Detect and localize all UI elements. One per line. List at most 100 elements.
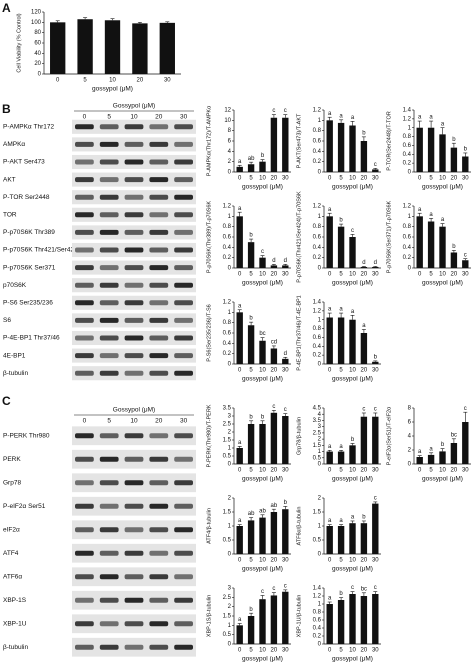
bar [282, 117, 289, 172]
x-tick-label: 0 [328, 558, 332, 564]
bar [259, 599, 266, 644]
blot-band [149, 644, 169, 650]
lane-label: 20 [155, 418, 163, 425]
significance-letter: b [249, 414, 253, 420]
y-tick-label: 3 [228, 586, 232, 592]
y-tick-label: 2 [318, 496, 322, 502]
y-tick-label: 0 [318, 462, 322, 468]
x-tick-label: 5 [339, 272, 343, 278]
x-tick-label: 20 [271, 176, 278, 182]
blot-band [124, 353, 144, 359]
x-tick-label: 30 [282, 558, 289, 564]
bar [282, 591, 289, 644]
blot-band [174, 574, 193, 580]
blot-row-label: XBP-1S [3, 597, 27, 604]
y-tick-label: 80 [34, 30, 41, 36]
x-tick-label: 30 [282, 468, 289, 474]
bar [372, 266, 379, 268]
significance-letter: a [362, 323, 366, 329]
significance-letter: d [362, 260, 365, 266]
significance-letter: a [238, 206, 242, 212]
x-tick-label: 20 [451, 176, 458, 182]
blot-band [75, 353, 94, 359]
x-axis-label: gossypol (μM) [332, 280, 373, 287]
blot-band [75, 300, 94, 306]
blot-row-label: P-p70S6K Thr389 [3, 229, 55, 236]
blot-band [149, 574, 169, 580]
y-tick-label: 4.5 [313, 406, 322, 412]
x-tick-label: 10 [439, 272, 446, 278]
x-tick-label: 10 [349, 558, 356, 564]
bar [270, 348, 278, 364]
bar [372, 361, 379, 364]
x-tick-label: 0 [56, 78, 60, 84]
significance-letter: ab [248, 156, 255, 162]
blot-row-label: P-p70S6K Ser371 [3, 264, 56, 271]
significance-letter: a [238, 440, 242, 446]
x-tick-label: 0 [238, 368, 242, 374]
x-tick-label: 20 [361, 368, 368, 374]
y-tick-label: 0 [228, 170, 232, 176]
blot-band [75, 574, 94, 580]
bar [247, 520, 255, 554]
blot-band [174, 370, 193, 376]
x-axis-label: gossypol (μM) [242, 656, 283, 663]
bar [360, 596, 368, 644]
significance-letter: a [238, 303, 242, 309]
significance-letter: b [441, 442, 445, 448]
y-tick-label: 2 [408, 448, 412, 454]
blot-band [99, 597, 119, 603]
blot-band [99, 456, 119, 462]
y-tick-label: 0 [408, 266, 412, 272]
significance-letter: a [328, 518, 332, 524]
x-tick-label: 10 [259, 468, 266, 474]
significance-letter: ab [259, 508, 266, 514]
x-tick-label: 20 [271, 368, 278, 374]
significance-letter: c [374, 495, 377, 501]
blot-band [75, 265, 94, 271]
y-tick-label: 0.2 [313, 159, 322, 165]
blot-band [174, 247, 193, 253]
bar [236, 166, 243, 172]
bar [439, 134, 446, 172]
x-tick-label: 0 [238, 648, 242, 654]
blot-band [149, 177, 169, 183]
significance-letter: c [284, 108, 287, 114]
significance-letter: c [284, 407, 287, 413]
lane-label: 10 [130, 114, 138, 121]
x-tick-label: 20 [271, 272, 278, 278]
significance-letter: a [238, 617, 242, 623]
blot-band [99, 177, 119, 183]
x-axis-label: gossypol (μM) [242, 184, 283, 191]
significance-letter: b [362, 515, 366, 521]
x-tick-label: 10 [259, 558, 266, 564]
y-tick-label: 0.2 [223, 351, 232, 357]
blot-band [149, 503, 169, 509]
bar [247, 164, 255, 172]
x-tick-label: 10 [259, 648, 266, 654]
blot-band [75, 159, 94, 165]
bar [326, 317, 333, 364]
blot-row-label: Grp78 [3, 479, 21, 486]
bar [360, 141, 368, 172]
significance-letter: d [284, 258, 287, 264]
x-axis-label: gossypol (μM) [332, 566, 373, 573]
significance-letter: b [284, 500, 288, 506]
bar [282, 509, 289, 554]
blot-band [124, 247, 144, 253]
bar [337, 451, 345, 464]
bar [427, 221, 435, 268]
blot-row-label: β-tubulin [3, 644, 28, 651]
bar [282, 416, 289, 464]
y-tick-label: 0 [318, 170, 322, 176]
significance-letter: c [374, 407, 377, 413]
y-axis-label: P-TOR(Ser2448)/T-TOR [386, 111, 392, 170]
blot-band [99, 229, 119, 235]
x-tick-label: 10 [439, 176, 446, 182]
x-tick-label: 10 [259, 368, 266, 374]
significance-letter: b [464, 147, 468, 153]
blot-band [124, 265, 144, 271]
y-tick-label: 1 [228, 310, 232, 316]
y-tick-label: 0.6 [403, 235, 412, 241]
